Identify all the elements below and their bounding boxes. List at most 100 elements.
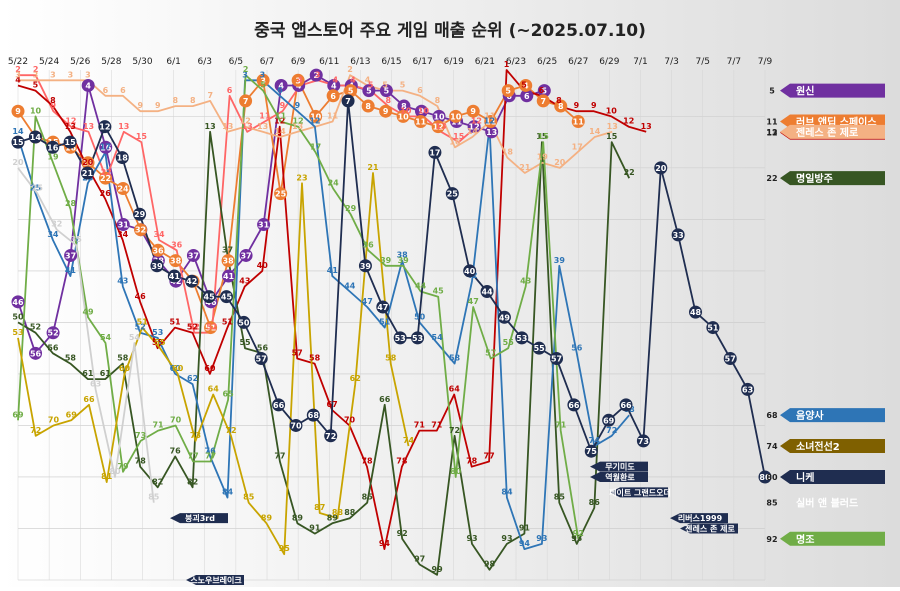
point-label: 25 xyxy=(32,184,44,193)
point-marker xyxy=(204,321,218,335)
series-line xyxy=(17,167,155,503)
point-label: 99 xyxy=(432,565,444,574)
legend-item: 80 니케 xyxy=(766,469,885,484)
point-label: 22 xyxy=(624,168,635,177)
point-label: 52 xyxy=(189,323,200,332)
point-label: 11 xyxy=(415,118,427,127)
point-marker xyxy=(274,78,288,92)
point-label: 3 xyxy=(85,70,91,79)
point-label: 82 xyxy=(187,477,198,486)
callout: 역월환로 xyxy=(590,471,648,482)
point-label: 13 xyxy=(205,122,216,131)
legend-arrow xyxy=(780,124,885,139)
callout-label: 젠레스 존 제로 xyxy=(685,523,735,533)
point-label: 32 xyxy=(135,226,146,235)
point-marker xyxy=(536,94,550,108)
point-label: 8 xyxy=(556,96,562,105)
point-label: 31 xyxy=(258,221,270,230)
point-label: 3 xyxy=(15,70,21,79)
point-label: 77 xyxy=(188,452,199,461)
point-label: 3 xyxy=(315,70,321,79)
point-marker xyxy=(362,84,376,98)
legend-item: 22 명일방주 xyxy=(766,171,885,186)
point-label: 15 xyxy=(538,132,550,141)
callout-label: 역월환로 xyxy=(605,472,635,482)
point-label: 12 xyxy=(65,117,76,126)
legend-arrow xyxy=(780,531,885,546)
point-label: 69 xyxy=(12,410,24,419)
point-label: 10 xyxy=(450,112,462,121)
point-label: 70 xyxy=(344,415,356,424)
point-label: 8 xyxy=(385,96,391,105)
point-label: 73 xyxy=(190,431,201,440)
x-tick-label: 7/7 xyxy=(727,57,741,67)
point-label: 41 xyxy=(65,266,77,275)
legend-label: 니케 xyxy=(796,471,814,484)
legend-value: 68 xyxy=(766,411,778,420)
point-label: 94 xyxy=(379,539,391,548)
point-label: 60 xyxy=(204,364,216,373)
legend-item: 85 실버 앤 블러드 xyxy=(766,497,858,510)
point-label: 5 xyxy=(382,81,388,90)
point-label: 68 xyxy=(308,411,320,420)
point-label: 14 xyxy=(467,127,479,136)
point-label: 56 xyxy=(571,343,583,352)
point-marker xyxy=(134,223,148,237)
point-marker xyxy=(411,331,425,345)
point-label: 62 xyxy=(350,374,361,383)
point-label: 72 xyxy=(606,426,617,435)
point-label: 24 xyxy=(328,178,340,187)
point-label: 1 xyxy=(504,60,510,69)
point-labels: 4656523741631323842374641373144244558910… xyxy=(11,60,772,574)
point-label: 38 xyxy=(397,251,409,260)
point-label: 8 xyxy=(401,102,407,111)
point-label: 41 xyxy=(327,266,339,275)
point-label: 42 xyxy=(186,277,197,286)
point-label: 14 xyxy=(589,127,601,136)
point-marker xyxy=(289,418,303,432)
x-tick-label: 5/28 xyxy=(101,57,121,67)
point-label: 86 xyxy=(589,498,601,507)
point-label: 10 xyxy=(418,106,430,115)
point-label: 11 xyxy=(327,112,339,121)
point-marker xyxy=(414,104,428,118)
point-label: 77 xyxy=(205,452,216,461)
point-label: 9 xyxy=(280,101,286,110)
callout-arrow xyxy=(590,461,648,472)
point-marker xyxy=(98,120,112,134)
point-label: 34 xyxy=(153,230,165,239)
point-label: 9 xyxy=(383,107,389,116)
legend-value: 5 xyxy=(769,87,775,96)
point-marker xyxy=(257,218,271,232)
point-label: 11 xyxy=(484,112,496,121)
x-tick-label: 6/19 xyxy=(444,57,464,67)
point-label: 12 xyxy=(309,117,320,126)
point-label: 9 xyxy=(470,107,476,116)
point-label: 14 xyxy=(12,127,24,136)
point-label: 89 xyxy=(292,513,304,522)
point-marker xyxy=(99,171,113,185)
point-label: 15 xyxy=(65,138,77,147)
point-label: 16 xyxy=(100,143,112,152)
point-label: 6 xyxy=(539,86,545,95)
point-label: 63 xyxy=(742,385,753,394)
point-marker xyxy=(480,285,494,299)
point-label: 3 xyxy=(260,76,266,85)
point-marker xyxy=(376,300,390,314)
point-label: 39 xyxy=(360,262,372,271)
point-marker xyxy=(602,413,616,427)
point-label: 44 xyxy=(481,288,493,297)
point-label: 78 xyxy=(466,457,478,466)
legend-item: 68 음양사 xyxy=(766,408,885,423)
point-label: 12 xyxy=(310,117,321,126)
point-label: 5 xyxy=(366,87,372,96)
point-label: 74 xyxy=(403,436,415,445)
point-label: 9 xyxy=(295,101,301,110)
point-label: 9 xyxy=(155,101,161,110)
point-label: 84 xyxy=(222,488,234,497)
point-label: 7 xyxy=(345,97,351,106)
point-label: 52 xyxy=(187,323,198,332)
point-label: 56 xyxy=(30,349,42,358)
point-label: 43 xyxy=(239,276,250,285)
legend-value: 92 xyxy=(766,535,777,544)
